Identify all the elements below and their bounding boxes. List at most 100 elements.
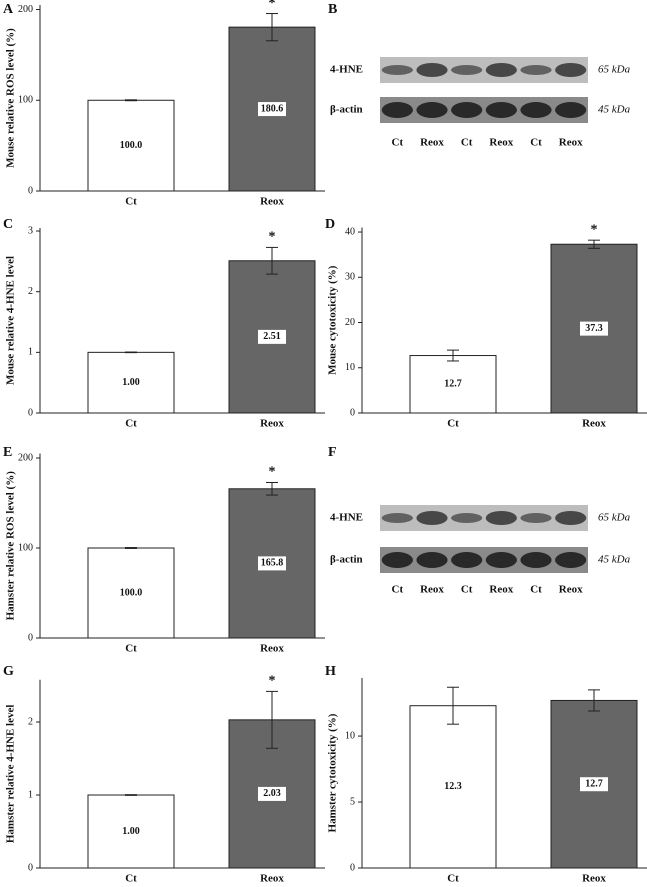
error-bar [125,99,137,102]
y-tick-label: 0 [28,632,33,643]
band [381,65,413,75]
error-bar [266,13,278,42]
y-tick-label: 100 [18,542,33,553]
significance-mark: * [269,230,276,245]
value-label-box [258,786,286,801]
band [416,552,448,568]
lane-label: Reox [489,137,513,149]
significance-mark: * [591,222,598,237]
error-bar [588,689,600,712]
band [485,511,517,525]
y-tick-label: 20 [345,317,355,328]
y-axis-label: Mouse relative ROS level (%) [5,28,17,168]
panel-letter: C [3,217,13,232]
value-label-box [117,586,145,600]
panel-letter: H [325,664,336,679]
lane-label: Ct [461,584,473,596]
value-label-box [258,102,286,117]
y-tick-label: 200 [18,4,33,15]
lane-label: Reox [420,137,444,149]
lane-label: Ct [392,137,404,149]
x-tick-label: Ct [125,873,137,882]
y-tick-label: 100 [18,95,33,106]
lane-label: Ct [461,137,473,149]
band [381,552,413,568]
panel-letter: B [328,2,337,17]
x-tick-label: Reox [260,643,284,655]
panel-letter: G [3,664,14,679]
value-label-box [117,824,145,839]
y-axis-label: Mouse cytotoxicity (%) [327,265,339,375]
value-label: 12.7 [585,779,603,790]
value-label: 180.6 [261,103,284,114]
row-size: 45 kDa [598,554,631,566]
value-label-box [580,777,608,792]
band [485,552,517,568]
value-label-box [439,779,467,794]
value-label: 12.3 [444,781,462,792]
value-label-box [117,138,145,153]
row-label: β-actin [330,104,363,116]
y-tick-label: 2 [28,286,33,297]
x-tick-label: Reox [260,418,284,430]
y-tick-label: 200 [18,452,33,463]
significance-mark: * [269,0,276,11]
band [485,102,517,118]
y-tick-label: 0 [28,407,33,418]
value-label-box [117,375,145,390]
row-label: β-actin [330,554,363,566]
y-tick-label: 10 [345,730,355,741]
value-label: 100.0 [120,587,143,598]
band [451,65,483,75]
y-axis-label: Hamster cytotoxicity (%) [327,713,339,832]
x-tick-label: Ct [125,196,137,208]
blot-strip [380,547,588,573]
x-tick-label: Reox [582,873,606,882]
lane-label: Reox [559,137,583,149]
value-label: 1.00 [122,826,140,837]
value-label: 165.8 [261,558,284,569]
band [555,552,587,568]
lane-label: Ct [392,584,404,596]
error-bar [266,481,278,496]
error-bar [266,246,278,275]
x-tick-label: Ct [447,418,459,430]
y-tick-label: 40 [345,226,355,237]
lane-label: Reox [420,584,444,596]
lane-label: Reox [489,584,513,596]
row-label: 4-HNE [330,512,363,524]
y-tick-label: 0 [28,862,33,873]
band [416,511,448,525]
lane-label: Ct [530,584,542,596]
blot-strip [380,505,588,531]
x-tick-label: Ct [125,418,137,430]
y-tick-label: 30 [345,272,355,283]
significance-mark: * [269,674,276,689]
y-tick-label: 1 [28,789,33,800]
band [555,102,587,118]
band [381,513,413,523]
value-label: 12.7 [444,379,462,390]
y-tick-label: 0 [350,862,355,873]
error-bar [125,547,137,549]
lane-label: Ct [530,137,542,149]
y-tick-label: 1 [28,347,33,358]
x-tick-label: Reox [260,873,284,882]
panel-letter: F [328,445,337,460]
band [451,513,483,523]
band [520,102,552,118]
error-bar [588,239,600,249]
error-bar [125,794,137,796]
band [451,102,483,118]
band [555,511,587,525]
y-tick-label: 0 [350,407,355,418]
value-label-box [580,321,608,336]
value-label: 100.0 [120,140,143,151]
band [381,102,413,118]
band [451,552,483,568]
x-tick-label: Ct [125,643,137,655]
x-tick-label: Reox [260,196,284,208]
blot-strip [380,97,588,123]
value-label-box [439,377,467,392]
band [416,63,448,77]
